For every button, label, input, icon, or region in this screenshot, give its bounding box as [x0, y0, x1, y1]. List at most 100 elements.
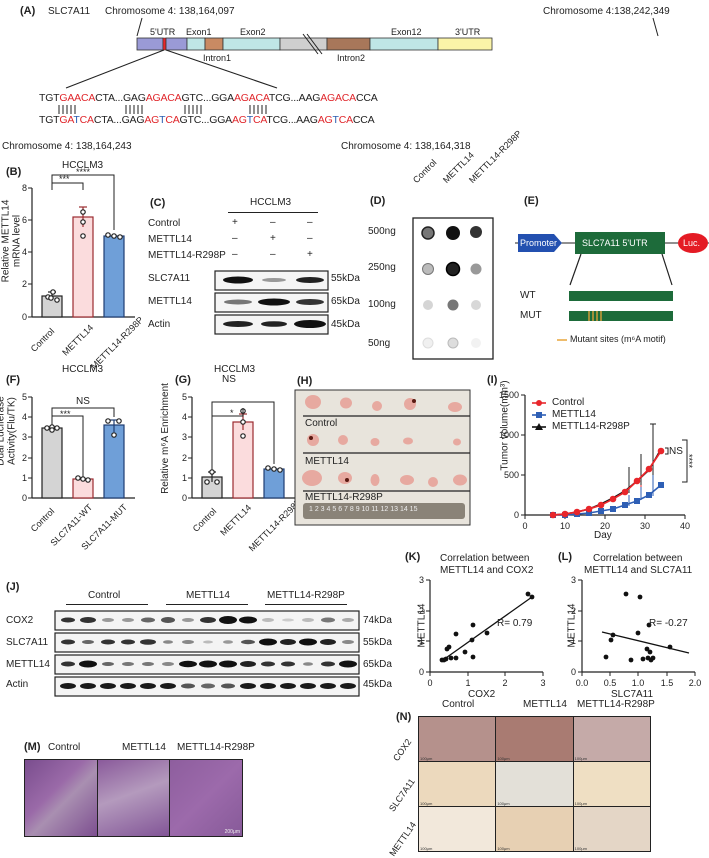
svg-text:3: 3 — [182, 432, 187, 442]
mark: – — [270, 249, 276, 260]
n-row-cox2: COX2 — [391, 737, 414, 763]
chr-left: Chromosome 4: 138,164,243 — [2, 141, 132, 152]
panel-f-ylabel: Dual Luciferase Activity(Flu/TK) — [0, 396, 18, 466]
svg-text:10: 10 — [560, 521, 570, 531]
panel-l-xlabel: SLC7A11 — [611, 689, 654, 700]
panel-f-title: HCCLM3 — [62, 364, 104, 375]
cond-r298p: METTL14-R298P — [148, 250, 226, 261]
svg-text:1500: 1500 — [499, 390, 519, 400]
svg-text:1.5: 1.5 — [661, 678, 674, 688]
panel-g-ylabel: Relative m⁶A Enrichment — [159, 383, 171, 494]
chr-end: Chromosome 4:138,242,349 — [543, 6, 670, 17]
sig-f-1: *** — [60, 409, 71, 419]
utr-label: SLC7A11 5'UTR — [582, 238, 648, 248]
j-blot-actin: Actin — [6, 679, 29, 690]
ihc-slc7a11-r298p: 100μm — [573, 762, 650, 806]
svg-text:5: 5 — [182, 392, 187, 402]
ihc-cox2-control: 100μm — [419, 717, 496, 761]
luc-label: Luc. — [683, 238, 701, 248]
svg-text:2: 2 — [22, 453, 27, 463]
panel-c-label: (C) — [150, 197, 166, 209]
panel-k-title-1: Correlation between — [440, 553, 530, 564]
sig-i-stars: **** — [684, 453, 695, 469]
ihc-mettl14-control: 100μm — [419, 807, 496, 851]
h-row-mettl14: METTL14 — [305, 456, 349, 467]
panel-n-label: (N) — [396, 711, 412, 723]
mutant-sites-legend: Mutant sites (m⁶A motif) — [570, 334, 666, 344]
g-xtick-0: Control — [190, 506, 219, 534]
svg-text:0: 0 — [182, 493, 187, 503]
svg-text:0: 0 — [571, 667, 576, 677]
segment-exon2: Exon2 — [240, 27, 266, 37]
sig-b-2: **** — [76, 167, 91, 177]
panel-k-r: R= 0.79 — [497, 618, 533, 629]
panel-h-label: (H) — [297, 375, 313, 387]
panel-c-title: HCCLM3 — [250, 197, 292, 208]
n-col-mettl14: METTL14 — [523, 699, 567, 710]
svg-text:0: 0 — [22, 493, 27, 503]
svg-text:1: 1 — [22, 473, 27, 483]
svg-text:30: 30 — [640, 521, 650, 531]
svg-text:2: 2 — [419, 606, 424, 616]
svg-text:3: 3 — [571, 575, 576, 585]
j-group-mettl14: METTL14 — [186, 590, 230, 601]
d-row-100: 100ng — [368, 299, 396, 310]
size-c-1: 65kDa — [331, 296, 360, 307]
panel-d-label: (D) — [370, 195, 386, 207]
reporter-construct — [515, 232, 709, 341]
svg-text:2.0: 2.0 — [689, 678, 702, 688]
wt-label: WT — [520, 290, 536, 301]
western-blot-c — [214, 270, 329, 335]
svg-text:4: 4 — [22, 412, 27, 422]
d-row-50: 50ng — [368, 338, 391, 349]
svg-text:500: 500 — [504, 470, 519, 480]
panel-l-scatter: 3 2 1 0 0.0 0.5 1.0 1.5 2.0 — [571, 575, 702, 688]
chr-start: Chromosome 4: 138,164,097 — [105, 6, 235, 17]
panel-l-label: (L) — [558, 551, 573, 563]
panel-b-label: (B) — [6, 166, 22, 178]
svg-text:1000: 1000 — [499, 430, 519, 440]
tumor-growth-chart: 1500 1000 500 0 0 10 20 30 40 — [499, 390, 690, 531]
segment-exon12: Exon12 — [391, 27, 422, 37]
mut-label: MUT — [520, 310, 542, 321]
ihc-slc7a11-mettl14: 100μm — [496, 762, 573, 806]
j-size-1: 55kDa — [363, 637, 392, 648]
intron2: Intron2 — [337, 53, 366, 63]
size-c-0: 55kDa — [331, 273, 360, 284]
svg-text:6: 6 — [22, 215, 27, 225]
sig-f-2: NS — [76, 396, 90, 407]
svg-text:8: 8 — [22, 183, 27, 193]
g-xtick-1: METTL14 — [218, 502, 254, 538]
sig-g-1: * — [230, 408, 234, 418]
gene-structure-diagram — [65, 17, 659, 89]
gene-name: SLC7A11 — [48, 6, 91, 17]
j-size-0: 74kDa — [363, 615, 392, 626]
svg-text:0: 0 — [419, 667, 424, 677]
size-c-2: 45kDa — [331, 319, 360, 330]
base-pair-lines — [58, 105, 267, 114]
svg-text:1: 1 — [571, 636, 576, 646]
intron1: Intron1 — [203, 53, 232, 63]
he-stain-images: 200μm — [24, 759, 243, 837]
panel-f-label: (F) — [6, 374, 21, 386]
j-blot-mettl14: METTL14 — [6, 659, 50, 670]
svg-text:1: 1 — [419, 636, 424, 646]
panel-f-chart: 5 4 3 2 1 0 — [22, 392, 135, 503]
j-blot-cox2: COX2 — [6, 615, 34, 626]
panel-m-label: (M) — [24, 741, 41, 753]
mark: – — [307, 217, 313, 228]
j-group-control: Control — [88, 590, 121, 601]
western-blot-j — [54, 610, 360, 697]
h-row-control: Control — [305, 418, 338, 429]
svg-text:1: 1 — [182, 473, 187, 483]
cond-mettl14: METTL14 — [148, 234, 192, 245]
panel-i-label: (I) — [487, 374, 498, 386]
panel-c-title-line — [228, 212, 318, 213]
ihc-grid: 100μm 100μm 100μm 100μm 100μm 100μm 100μ… — [418, 716, 651, 852]
panel-g-chart: 5 4 3 2 1 0 — [182, 392, 295, 503]
legend-mettl14: METTL14 — [552, 409, 596, 420]
j-size-2: 65kDa — [363, 659, 392, 670]
mark: + — [232, 217, 238, 228]
d-row-250: 250ng — [368, 262, 396, 273]
j-group-line — [66, 604, 148, 605]
